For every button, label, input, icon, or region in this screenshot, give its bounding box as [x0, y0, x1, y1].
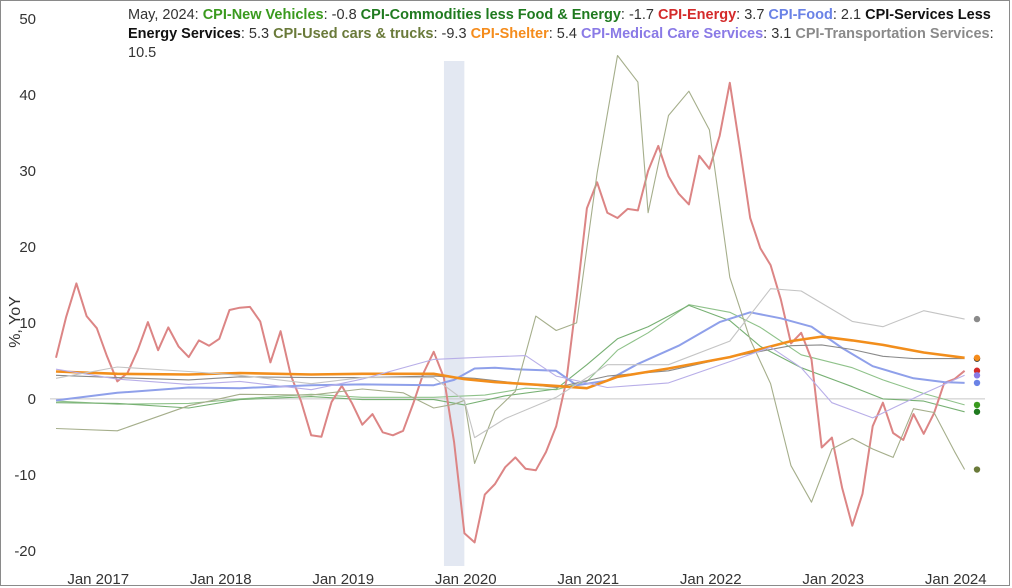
series-end-dot-cpi-new-vehicles — [973, 401, 981, 409]
legend-entry: CPI-New Vehicles: -0.8 — [203, 7, 361, 23]
x-tick-label: Jan 2019 — [312, 571, 374, 588]
x-tick-label: Jan 2017 — [67, 571, 129, 588]
legend-series-value: : -1.7 — [620, 7, 658, 23]
legend-entry: CPI-Food: 2.1 — [768, 7, 865, 23]
legend-series-value: : 2.1 — [832, 7, 866, 23]
series-line-cpi-energy — [55, 81, 966, 544]
legend-entry: CPI-Commodities less Food & Energy: -1.7 — [361, 7, 658, 23]
x-tick-label: Jan 2020 — [435, 571, 497, 588]
series-line-cpi-commodities-less-food-energy — [55, 304, 965, 413]
legend-series-value: : 5.4 — [548, 26, 581, 42]
y-tick-label: -10 — [14, 467, 36, 484]
y-tick-label: -20 — [14, 543, 36, 560]
legend-series-name: CPI-Energy — [658, 7, 737, 23]
legend-series-value: : 3.1 — [763, 26, 796, 42]
legend-entry: CPI-Transportation Services: 10.5 — [128, 26, 994, 61]
series-end-dot-cpi-shelter — [973, 354, 981, 362]
series-end-dot-cpi-transportation-services — [973, 315, 981, 323]
legend-series-name: CPI-Shelter — [470, 26, 549, 42]
y-tick-label: 30 — [19, 163, 36, 180]
y-tick-label: 10 — [19, 315, 36, 332]
x-tick-label: Jan 2023 — [802, 571, 864, 588]
series-end-dot-cpi-energy — [973, 367, 981, 374]
legend-entry: CPI-Shelter: 5.4 — [471, 26, 581, 42]
legend-series-value: : -9.3 — [433, 26, 471, 42]
legend-date: May, 2024 — [128, 7, 195, 23]
legend-series-value: : 10.5 — [128, 26, 994, 61]
legend-series-name: CPI-Used cars & trucks — [273, 26, 434, 42]
legend-entry: CPI-Medical Care Services: 3.1 — [581, 26, 795, 42]
legend-series-name: CPI-Medical Care Services — [580, 26, 764, 42]
series-line-cpi-medical-care-services — [55, 346, 965, 419]
legend-series-name: CPI-Food — [768, 7, 833, 23]
x-tick-label: Jan 2018 — [190, 571, 252, 588]
series-line-cpi-new-vehicles — [55, 304, 965, 406]
x-tick-label: Jan 2024 — [925, 571, 987, 588]
y-tick-label: 0 — [28, 391, 36, 408]
series-end-dot-cpi-food — [973, 379, 981, 387]
legend-series-name: CPI-Commodities less Food & Energy — [360, 7, 621, 23]
legend-series-name: CPI-Services Less Energy Services — [128, 7, 991, 42]
legend-series-value: : -0.8 — [323, 7, 361, 23]
legend-series-name: CPI-New Vehicles — [202, 7, 324, 23]
series-line-cpi-shelter — [55, 335, 965, 390]
y-tick-label: 40 — [19, 87, 36, 104]
recession-band — [443, 61, 465, 566]
y-axis-label: %, YoY — [7, 296, 24, 348]
series-line-cpi-transportation-services — [55, 288, 965, 439]
legend-series-value: : 3.7 — [736, 7, 769, 23]
x-tick-label: Jan 2022 — [680, 571, 742, 588]
legend-series-value: : 5.3 — [240, 26, 274, 42]
series-line-cpi-used-cars-trucks — [55, 54, 966, 503]
y-tick-label: 50 — [19, 11, 36, 28]
y-tick-label: 20 — [19, 239, 36, 256]
legend-entry: CPI-Used cars & trucks: -9.3 — [273, 26, 470, 42]
series-end-dot-cpi-commodities-less-food-energy — [973, 408, 981, 415]
series-line-cpi-services-less-energy-services — [55, 344, 965, 389]
x-tick-label: Jan 2021 — [557, 571, 619, 588]
legend-entry: CPI-Services Less Energy Services: 5.3 — [128, 7, 991, 42]
series-end-dot-cpi-medical-care-services — [973, 372, 981, 379]
series-end-dot-cpi-used-cars-trucks — [973, 466, 981, 473]
legend-series-name: CPI-Transportation Services — [795, 26, 990, 42]
legend-entry: CPI-Energy: 3.7 — [658, 7, 768, 23]
chart-legend: May, 2024: CPI-New Vehicles: -0.8 CPI-Co… — [128, 7, 994, 61]
